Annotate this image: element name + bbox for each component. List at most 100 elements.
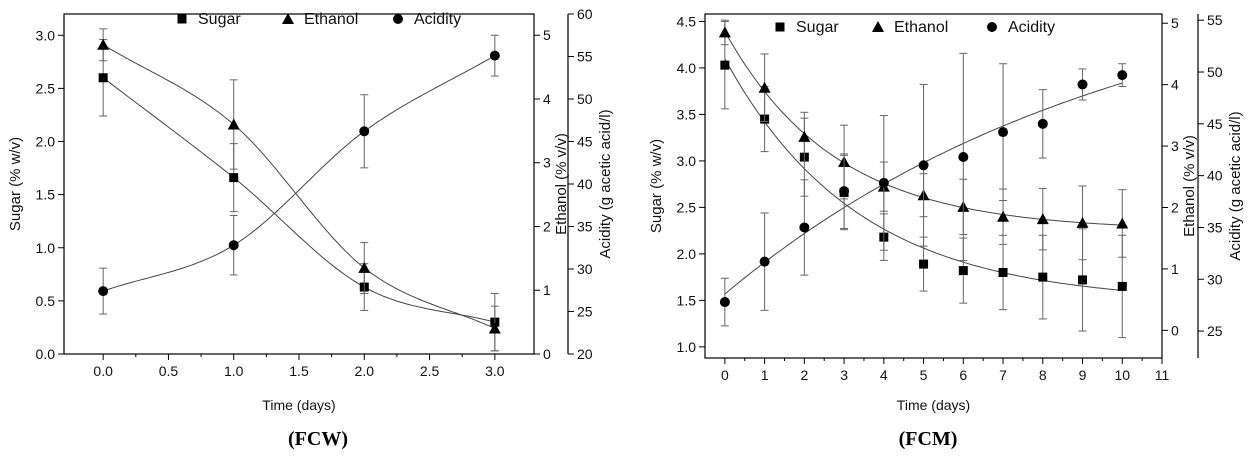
- legend-marker-ethanol: [282, 13, 294, 24]
- x-tick-label: 2.0: [355, 363, 375, 379]
- ethanol-tick-label: 5: [1171, 15, 1179, 31]
- data-point-ethanol: [718, 26, 731, 38]
- data-point-ethanol: [1076, 216, 1089, 228]
- legend: Sugar Ethanol Acidity: [775, 19, 1055, 36]
- acidity-tick-label: 45: [577, 134, 593, 150]
- sugar-axis-label: Sugar (% w/v): [648, 139, 665, 233]
- acidity-tick-label: 35: [577, 219, 593, 235]
- acidity-axis-label: Acidity (g acetic acid/l): [1227, 111, 1244, 260]
- ethanol-tick-label: 1: [543, 282, 551, 298]
- legend-marker-sugar: [775, 22, 785, 32]
- data-point-acidity: [98, 286, 109, 297]
- legend-label: Acidity: [1008, 19, 1055, 36]
- sugar-axis-label: Sugar (% w/v): [7, 137, 24, 231]
- y-tick-label: 1.5: [677, 292, 697, 308]
- acidity-tick-label: 35: [1207, 219, 1223, 235]
- data-point-ethanol: [758, 81, 771, 93]
- y-tick-label: 0.0: [36, 346, 56, 362]
- x-tick-label: 1.0: [224, 363, 244, 379]
- y-tick-label: 4.0: [677, 60, 697, 76]
- y-tick-label: 2.5: [677, 199, 697, 215]
- acidity-tick-label: 60: [577, 6, 593, 22]
- acidity-tick-label: 50: [577, 91, 593, 107]
- data-point-sugar: [958, 266, 968, 276]
- series-acidity: [98, 34, 500, 315]
- y-tick-label: 1.0: [677, 339, 697, 355]
- data-point-ethanol: [997, 210, 1010, 222]
- data-point-acidity: [1037, 118, 1048, 129]
- ethanol-tick-label: 3: [1171, 138, 1179, 154]
- legend-label: Acidity: [414, 11, 461, 28]
- ethanol-axis-label: Ethanol (% v/v): [553, 133, 570, 235]
- data-point-sugar: [919, 259, 929, 269]
- x-tick-label: 7: [999, 367, 1007, 383]
- y-tick-label: 4.5: [677, 13, 697, 29]
- data-point-acidity: [839, 186, 850, 197]
- y-tick-label: 2.0: [677, 246, 697, 262]
- data-point-sugar: [720, 60, 730, 70]
- caption-fcw: (FCW): [288, 428, 348, 450]
- ethanol-tick-label: 4: [543, 91, 551, 107]
- data-point-sugar: [229, 173, 239, 183]
- acidity-tick-label: 20: [577, 346, 593, 362]
- data-point-acidity: [228, 240, 239, 251]
- x-tick-label: 5: [920, 367, 928, 383]
- y-tick-label: 3.0: [677, 153, 697, 169]
- ethanol-tick-label: 5: [543, 27, 551, 43]
- x-axis-label: Time (days): [897, 397, 970, 413]
- ethanol-axis-label: Ethanol (% v/v): [1181, 135, 1198, 237]
- plot-frame: [63, 13, 535, 355]
- ethanol-tick-label: 0: [1171, 322, 1179, 338]
- x-tick-label: 2: [800, 367, 808, 383]
- x-tick-label: 0: [721, 367, 729, 383]
- data-point-acidity: [1077, 79, 1088, 90]
- x-tick-label: 4: [880, 367, 888, 383]
- acidity-tick-label: 30: [1207, 271, 1223, 287]
- data-point-acidity: [1117, 70, 1128, 81]
- ethanol-tick-label: 2: [543, 218, 551, 234]
- plot-frame: [704, 13, 1163, 359]
- x-tick-label: 3: [840, 367, 848, 383]
- legend: Sugar Ethanol Acidity: [177, 11, 461, 28]
- acidity-tick-label: 25: [577, 304, 593, 320]
- acidity-tick-label: 50: [1207, 64, 1223, 80]
- x-tick-label: 10: [1114, 367, 1130, 383]
- data-point-acidity: [958, 151, 969, 162]
- x-tick-label: 9: [1079, 367, 1087, 383]
- chart-0: 0.0 0.5 1.0 1.5 2.0 2.5 3.0 0.0 0.5 1.0 1.5 2.0 2.5 3…: [7, 6, 614, 413]
- y-tick-label: 1.0: [36, 240, 56, 256]
- data-point-ethanol: [227, 118, 240, 130]
- series-acidity: [719, 52, 1128, 327]
- data-point-acidity: [878, 177, 889, 188]
- legend-label: Ethanol: [894, 19, 948, 36]
- data-point-sugar: [1078, 275, 1088, 285]
- data-point-sugar: [1038, 272, 1048, 282]
- data-point-acidity: [359, 126, 370, 137]
- data-point-acidity: [918, 160, 929, 171]
- data-point-sugar: [98, 73, 108, 83]
- data-point-acidity: [799, 222, 810, 233]
- data-point-acidity: [489, 50, 500, 61]
- ethanol-tick-label: 1: [1171, 261, 1179, 277]
- data-point-sugar: [1117, 281, 1127, 291]
- data-point-acidity: [998, 127, 1009, 138]
- legend-label: Ethanol: [304, 11, 358, 28]
- data-point-acidity: [759, 256, 770, 267]
- legend-marker-ethanol: [872, 21, 884, 32]
- y-tick-label: 0.5: [36, 293, 56, 309]
- legend-label: Sugar: [796, 19, 839, 36]
- data-point-ethanol: [1116, 217, 1129, 229]
- acidity-tick-label: 30: [577, 261, 593, 277]
- x-tick-label: 8: [1039, 367, 1047, 383]
- x-tick-label: 3.0: [485, 363, 505, 379]
- x-tick-label: 11: [1155, 367, 1170, 383]
- y-tick-label: 2.5: [36, 80, 56, 96]
- fit-curve-ethanol: [102, 44, 496, 329]
- x-tick-label: 1.5: [289, 363, 309, 379]
- caption-fcm: (FCM): [899, 428, 958, 450]
- chart-1: 0 1 2 3 4 5 6 7 8 9 10 111.01.52.02.53.03.54.04.501…: [648, 12, 1244, 413]
- legend-marker-acidity: [393, 14, 403, 24]
- acidity-tick-label: 55: [577, 49, 593, 65]
- x-tick-label: 6: [959, 367, 967, 383]
- ethanol-tick-label: 4: [1171, 77, 1179, 93]
